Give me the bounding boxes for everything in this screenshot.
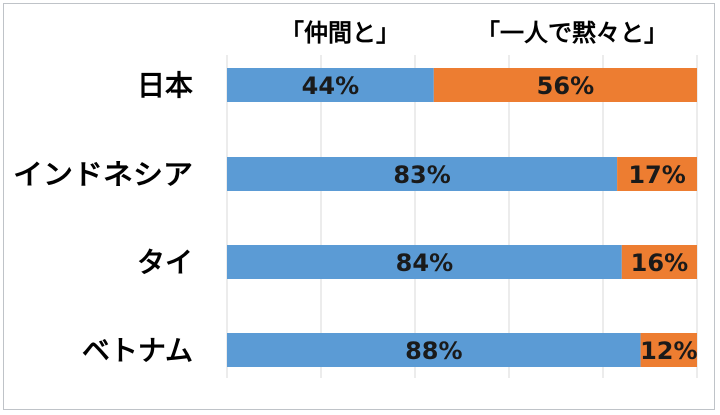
data-labels: 44% 56% 83% 17% 84% 16% 88% 12% (302, 72, 698, 365)
data-label-1-0: 83% (393, 161, 450, 189)
bar-3-1 (640, 333, 697, 367)
category-label-2: タイ (137, 246, 193, 279)
bars (227, 68, 697, 367)
bar-1-0 (227, 157, 618, 191)
bar-2-1 (621, 245, 697, 279)
data-label-2-0: 84% (396, 249, 453, 277)
bar-0-1 (433, 68, 697, 102)
bar-0-0 (227, 68, 434, 102)
data-label-0-1: 56% (537, 72, 594, 100)
legend-entry-0: 「仲間と」 (280, 19, 400, 47)
gridlines (226, 55, 698, 378)
bar-1-1 (617, 157, 697, 191)
category-label-0: 日本 (137, 69, 193, 102)
data-label-1-1: 17% (628, 161, 685, 189)
data-label-3-0: 88% (405, 337, 462, 365)
legend: 「仲間と」 「一人で黙々と」 (280, 19, 668, 47)
legend-entry-1: 「一人で黙々と」 (476, 19, 668, 47)
data-label-0-0: 44% (302, 72, 359, 100)
category-label-1: インドネシア (13, 158, 193, 191)
data-label-3-1: 12% (640, 337, 697, 365)
bar-2-0 (227, 245, 622, 279)
category-label-3: ベトナム (82, 334, 193, 367)
data-label-2-1: 16% (631, 249, 688, 277)
bar-3-0 (227, 333, 641, 367)
